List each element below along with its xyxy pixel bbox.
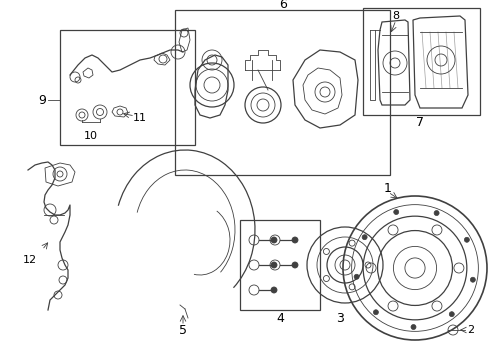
Text: 11: 11 xyxy=(133,113,147,123)
Circle shape xyxy=(434,211,439,216)
Text: 6: 6 xyxy=(279,0,287,12)
Circle shape xyxy=(292,262,298,268)
Circle shape xyxy=(411,324,416,329)
Circle shape xyxy=(449,312,454,317)
Circle shape xyxy=(373,310,378,315)
Circle shape xyxy=(292,237,298,243)
Text: 9: 9 xyxy=(38,94,46,107)
Bar xyxy=(240,220,320,310)
Circle shape xyxy=(394,210,399,215)
Text: 4: 4 xyxy=(276,311,284,324)
Circle shape xyxy=(271,237,277,243)
Circle shape xyxy=(362,235,367,240)
Circle shape xyxy=(271,262,277,268)
Text: 2: 2 xyxy=(467,325,474,335)
Circle shape xyxy=(354,274,359,279)
Text: 5: 5 xyxy=(179,324,187,337)
Text: 8: 8 xyxy=(392,11,399,21)
Circle shape xyxy=(465,237,469,242)
Bar xyxy=(175,10,390,175)
Text: 10: 10 xyxy=(84,131,98,141)
Bar xyxy=(60,30,195,145)
Circle shape xyxy=(470,277,475,282)
Text: 7: 7 xyxy=(416,116,424,129)
Text: 12: 12 xyxy=(23,255,37,265)
Text: 1: 1 xyxy=(384,181,392,194)
Bar xyxy=(363,8,480,115)
Text: 3: 3 xyxy=(336,311,344,324)
Circle shape xyxy=(271,287,277,293)
